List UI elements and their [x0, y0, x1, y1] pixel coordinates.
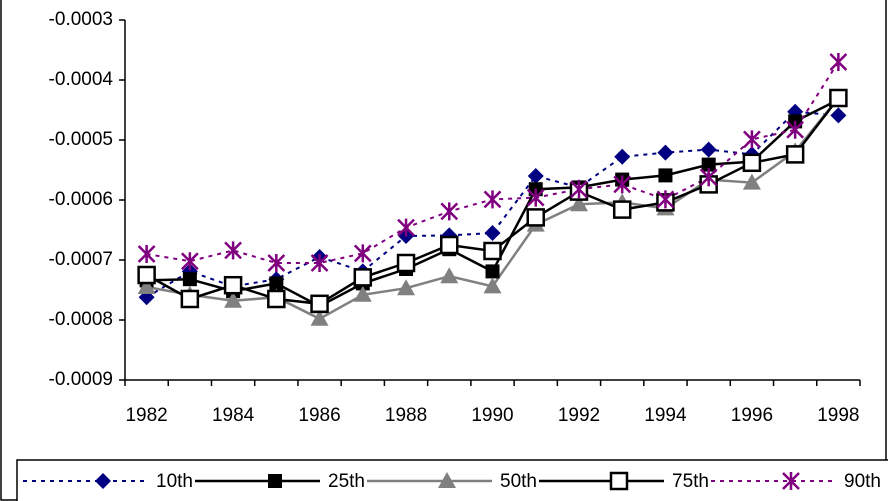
marker	[440, 202, 459, 221]
marker	[353, 268, 373, 287]
marker	[484, 225, 501, 241]
legend-label: 90th	[844, 471, 881, 492]
x-tick-label: 1996	[731, 405, 773, 426]
marker	[527, 168, 544, 184]
marker	[182, 272, 197, 287]
marker	[829, 88, 848, 108]
legend-marker	[268, 474, 282, 488]
marker	[742, 153, 762, 173]
marker	[137, 245, 156, 263]
legend-label: 75th	[672, 471, 709, 492]
y-tick-label: -0.0004	[49, 69, 114, 90]
marker	[569, 195, 588, 212]
marker	[180, 289, 200, 309]
x-tick-label: 1986	[298, 405, 340, 426]
legend-marker	[438, 472, 456, 488]
y-tick-label: -0.0005	[49, 129, 113, 150]
y-tick-label: -0.0003	[49, 9, 113, 30]
marker	[269, 276, 284, 291]
marker	[397, 218, 415, 237]
marker	[353, 285, 372, 302]
marker	[396, 253, 416, 273]
x-tick-label: 1994	[644, 405, 687, 426]
marker	[701, 157, 716, 172]
marker	[526, 208, 545, 227]
y-tick-label: -0.0006	[49, 189, 113, 210]
x-tick-label: 1992	[558, 405, 600, 426]
legend-marker	[782, 472, 800, 490]
marker	[485, 264, 500, 279]
marker	[483, 241, 502, 261]
x-tick-label: 1988	[385, 405, 427, 426]
marker	[829, 53, 848, 71]
legend-marker	[95, 473, 111, 489]
marker	[483, 277, 502, 294]
legend-label: 10th	[156, 471, 193, 492]
y-tick-label: -0.0007	[49, 249, 113, 270]
marker	[526, 188, 545, 207]
x-tick-label: 1982	[125, 405, 167, 426]
legend-label: 50th	[500, 471, 537, 492]
marker	[397, 279, 416, 296]
marker	[612, 200, 632, 219]
marker	[786, 120, 805, 139]
marker	[742, 173, 761, 190]
marker	[613, 175, 632, 194]
marker	[440, 235, 459, 255]
marker	[310, 254, 329, 272]
marker	[699, 168, 718, 187]
marker	[483, 190, 502, 209]
marker	[656, 190, 675, 209]
y-tick-label: -0.0009	[49, 369, 113, 390]
marker	[614, 148, 631, 165]
marker	[137, 265, 156, 285]
marker	[224, 291, 243, 308]
x-tick-label: 1984	[212, 405, 255, 426]
legend-label: 25th	[328, 471, 365, 492]
marker	[440, 267, 459, 284]
marker	[830, 107, 847, 124]
legend-marker	[609, 471, 629, 491]
x-tick-label: 1998	[817, 405, 859, 426]
marker	[267, 289, 286, 309]
marker	[223, 275, 243, 295]
marker	[310, 294, 329, 314]
marker	[180, 252, 199, 271]
marker	[700, 141, 717, 158]
marker	[224, 241, 242, 260]
marker	[658, 168, 673, 183]
x-tick-label: 1990	[471, 405, 513, 426]
marker	[657, 144, 674, 161]
marker	[743, 130, 761, 149]
marker	[267, 254, 286, 272]
marker	[785, 145, 805, 164]
marker	[310, 309, 329, 326]
marker	[570, 180, 588, 199]
marker	[353, 244, 372, 263]
marker	[137, 278, 156, 294]
y-tick-label: -0.0008	[49, 309, 113, 330]
